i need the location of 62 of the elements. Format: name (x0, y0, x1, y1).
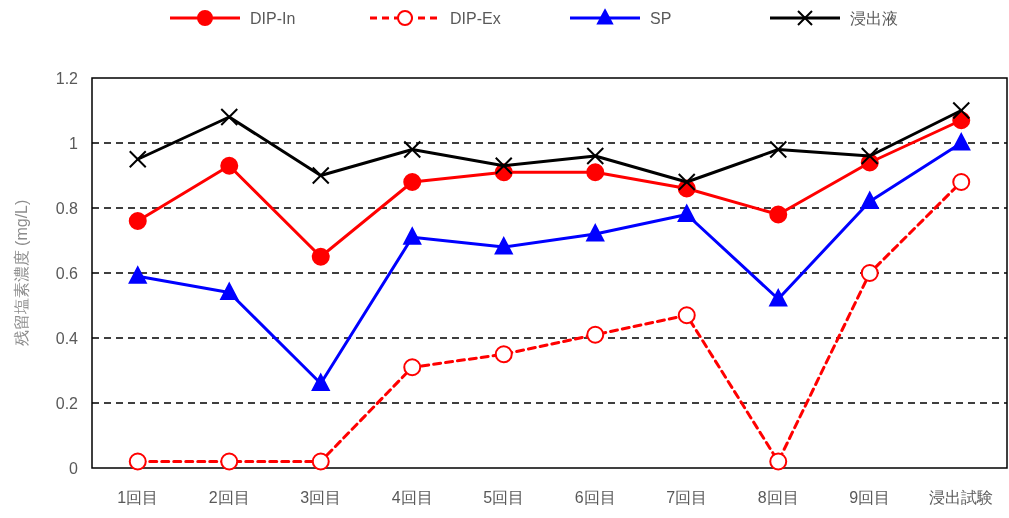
x-tick-label: 1回目 (117, 489, 159, 506)
point (494, 237, 513, 255)
point (494, 156, 513, 175)
point (403, 173, 422, 191)
point (128, 212, 147, 230)
point (403, 140, 422, 159)
point (220, 156, 239, 175)
legend-label: DIP-Ex (450, 10, 501, 27)
y-tick-label: 0.4 (55, 330, 79, 347)
point (403, 358, 422, 377)
point (311, 247, 330, 266)
x-tick-label: 4回目 (391, 489, 433, 506)
legend-item: DIP-In (170, 10, 296, 27)
point (769, 140, 788, 159)
y-tick-label: 0.2 (55, 395, 79, 412)
x-tick-label: 浸出試験 (929, 489, 994, 506)
legend-item: SP (570, 8, 672, 27)
y-tick-label: 0.8 (55, 200, 79, 217)
point (586, 325, 605, 344)
point (220, 282, 239, 300)
x-tick-label: 6回目 (574, 489, 616, 506)
point (311, 373, 330, 391)
legend-item: 浸出液 (770, 10, 898, 27)
x-tick-label: 9回目 (849, 489, 891, 506)
point (860, 147, 879, 165)
point (220, 452, 239, 471)
point (311, 166, 330, 185)
legend-label: SP (650, 10, 672, 27)
point (220, 108, 239, 126)
point (860, 191, 879, 209)
x-tick-label: 2回目 (208, 489, 250, 506)
point (952, 133, 971, 151)
legend-item: DIP-Ex (370, 10, 501, 27)
point (586, 163, 605, 182)
point (952, 173, 971, 191)
point (586, 147, 605, 165)
y-tick-label: 0.6 (55, 265, 79, 282)
point (677, 204, 696, 222)
legend-label: DIP-In (250, 10, 296, 27)
point (128, 150, 147, 169)
point (494, 345, 513, 364)
point (128, 452, 147, 471)
point (586, 224, 605, 242)
y-tick-label: 1 (69, 135, 79, 152)
point (677, 173, 696, 191)
point (677, 306, 696, 325)
y-axis-title: 残留塩素濃度 (mg/L) (13, 199, 30, 347)
point (769, 452, 788, 471)
y-tick-label: 0 (69, 460, 79, 477)
point (769, 289, 788, 307)
x-tick-label: 5回目 (483, 489, 525, 506)
point (952, 101, 971, 120)
point (311, 452, 330, 471)
point (860, 264, 879, 282)
x-tick-label: 7回目 (666, 489, 708, 506)
point (769, 205, 788, 224)
y-tick-label: 1.2 (55, 70, 79, 87)
x-tick-label: 8回目 (757, 489, 799, 506)
legend-label: 浸出液 (850, 10, 898, 27)
point (403, 227, 422, 245)
point (128, 266, 147, 284)
x-tick-label: 3回目 (300, 489, 342, 506)
